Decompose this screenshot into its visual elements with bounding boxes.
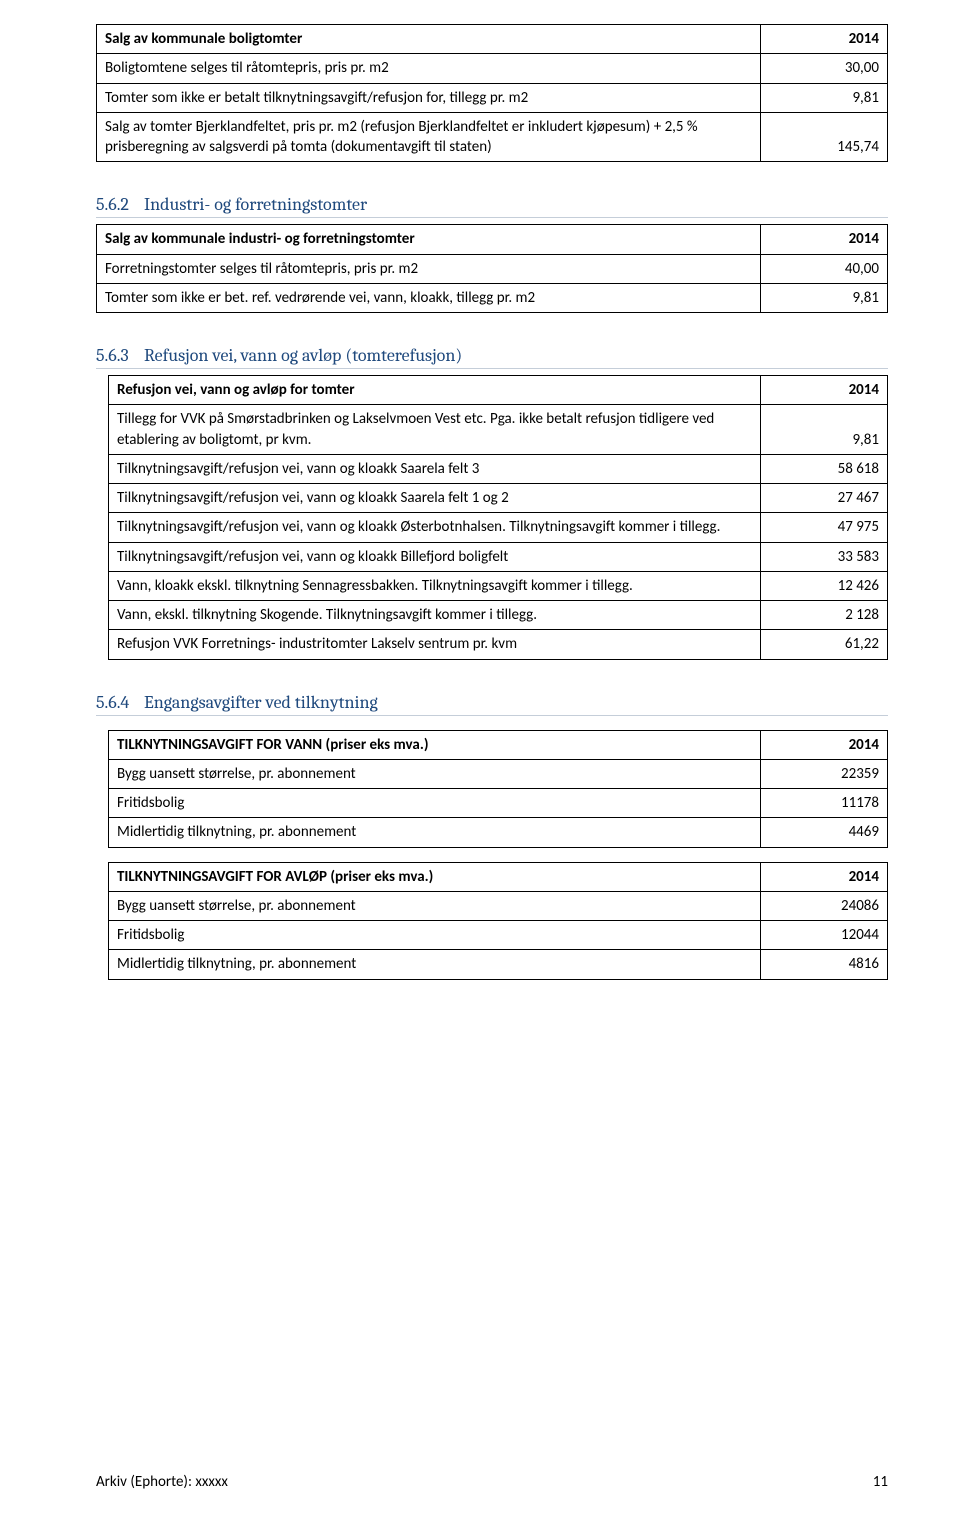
- row-label: Salg av tomter Bjerklandfeltet, pris pr.…: [97, 112, 761, 162]
- table-header-label: TILKNYTNINGSAVGIFT FOR VANN (priser eks …: [109, 730, 761, 759]
- row-label: Tomter som ikke er betalt tilknytningsav…: [97, 83, 761, 112]
- table-header-row: Salg av kommunale boligtomter 2014: [97, 25, 888, 54]
- row-label: Midlertidig tilknytning, pr. abonnement: [109, 950, 761, 979]
- table-row: Salg av tomter Bjerklandfeltet, pris pr.…: [97, 112, 888, 162]
- table-row: Forretningstomter selges til råtomtepris…: [97, 254, 888, 283]
- table-row: Tilknytningsavgift/refusjon vei, vann og…: [109, 484, 888, 513]
- row-value: 12044: [761, 921, 888, 950]
- row-value: 2 128: [761, 601, 888, 630]
- table-row: Midlertidig tilknytning, pr. abonnement …: [109, 818, 888, 847]
- row-value: 9,81: [761, 283, 888, 312]
- table-header-label: Refusjon vei, vann og avløp for tomter: [109, 376, 761, 405]
- section-title: Engangsavgifter ved tilknytning: [144, 692, 378, 713]
- table-header-value: 2014: [761, 25, 888, 54]
- row-label: Tilknytningsavgift/refusjon vei, vann og…: [109, 513, 761, 542]
- table-row: Tilknytningsavgift/refusjon vei, vann og…: [109, 454, 888, 483]
- table-header-row: TILKNYTNINGSAVGIFT FOR VANN (priser eks …: [109, 730, 888, 759]
- row-label: Vann, ekskl. tilknytning Skogende. Tilkn…: [109, 601, 761, 630]
- section-title: Refusjon vei, vann og avløp (tomterefusj…: [144, 345, 462, 366]
- row-label: Vann, kloakk ekskl. tilknytning Sennagre…: [109, 571, 761, 600]
- row-label: Boligtomtene selges til råtomtepris, pri…: [97, 54, 761, 83]
- row-value: 24086: [761, 891, 888, 920]
- section-heading-562: 5.6.2 Industri- og forretningstomter: [96, 194, 888, 218]
- row-label: Tilknytningsavgift/refusjon vei, vann og…: [109, 484, 761, 513]
- section-number: 5.6.4: [96, 692, 140, 713]
- row-value: 4469: [761, 818, 888, 847]
- table-row: Tomter som ikke er bet. ref. vedrørende …: [97, 283, 888, 312]
- row-label: Refusjon VVK Forretnings- industritomter…: [109, 630, 761, 659]
- row-value: 58 618: [761, 454, 888, 483]
- row-value: 9,81: [761, 405, 888, 455]
- table-row: Vann, ekskl. tilknytning Skogende. Tilkn…: [109, 601, 888, 630]
- spacer: [96, 722, 888, 730]
- row-label: Tomter som ikke er bet. ref. vedrørende …: [97, 283, 761, 312]
- row-label: Bygg uansett størrelse, pr. abonnement: [109, 759, 761, 788]
- row-label: Tillegg for VVK på Smørstadbrinken og La…: [109, 405, 761, 455]
- table-header-value: 2014: [761, 730, 888, 759]
- table-row: Fritidsbolig 12044: [109, 921, 888, 950]
- row-value: 47 975: [761, 513, 888, 542]
- row-value: 145,74: [761, 112, 888, 162]
- table-header-row: Refusjon vei, vann og avløp for tomter 2…: [109, 376, 888, 405]
- row-value: 11178: [761, 789, 888, 818]
- table-row: Tilknytningsavgift/refusjon vei, vann og…: [109, 542, 888, 571]
- table-row: Fritidsbolig 11178: [109, 789, 888, 818]
- row-value: 22359: [761, 759, 888, 788]
- table-header-value: 2014: [761, 225, 888, 254]
- page-footer: Arkiv (Ephorte): xxxxx 11: [96, 1473, 888, 1491]
- table-header-label: Salg av kommunale industri- og forretnin…: [97, 225, 761, 254]
- table-row: Tillegg for VVK på Smørstadbrinken og La…: [109, 405, 888, 455]
- table-row: Bygg uansett størrelse, pr. abonnement 2…: [109, 891, 888, 920]
- row-value: 40,00: [761, 254, 888, 283]
- section-heading-563: 5.6.3 Refusjon vei, vann og avløp (tomte…: [96, 345, 888, 369]
- page: Salg av kommunale boligtomter 2014 Bolig…: [0, 0, 960, 1519]
- table-refusjon: Refusjon vei, vann og avløp for tomter 2…: [108, 375, 888, 660]
- table-header-row: Salg av kommunale industri- og forretnin…: [97, 225, 888, 254]
- footer-page-number: 11: [873, 1473, 888, 1491]
- table-header-value: 2014: [761, 862, 888, 891]
- row-value: 27 467: [761, 484, 888, 513]
- row-label: Tilknytningsavgift/refusjon vei, vann og…: [109, 454, 761, 483]
- table-row: Boligtomtene selges til råtomtepris, pri…: [97, 54, 888, 83]
- table-row: Tomter som ikke er betalt tilknytningsav…: [97, 83, 888, 112]
- row-label: Fritidsbolig: [109, 921, 761, 950]
- table-row: Vann, kloakk ekskl. tilknytning Sennagre…: [109, 571, 888, 600]
- row-value: 4816: [761, 950, 888, 979]
- section-title: Industri- og forretningstomter: [144, 194, 367, 215]
- table-industri: Salg av kommunale industri- og forretnin…: [96, 224, 888, 313]
- section-number: 5.6.3: [96, 345, 140, 366]
- table-avlop: TILKNYTNINGSAVGIFT FOR AVLØP (priser eks…: [108, 862, 888, 980]
- table-header-value: 2014: [761, 376, 888, 405]
- row-value: 61,22: [761, 630, 888, 659]
- row-value: 12 426: [761, 571, 888, 600]
- row-value: 9,81: [761, 83, 888, 112]
- footer-left: Arkiv (Ephorte): xxxxx: [96, 1473, 228, 1491]
- row-value: 30,00: [761, 54, 888, 83]
- table-row: Bygg uansett størrelse, pr. abonnement 2…: [109, 759, 888, 788]
- table-header-label: TILKNYTNINGSAVGIFT FOR AVLØP (priser eks…: [109, 862, 761, 891]
- table-header-label: Salg av kommunale boligtomter: [97, 25, 761, 54]
- table-header-row: TILKNYTNINGSAVGIFT FOR AVLØP (priser eks…: [109, 862, 888, 891]
- table-row: Midlertidig tilknytning, pr. abonnement …: [109, 950, 888, 979]
- row-label: Fritidsbolig: [109, 789, 761, 818]
- row-label: Forretningstomter selges til råtomtepris…: [97, 254, 761, 283]
- section-heading-564: 5.6.4 Engangsavgifter ved tilknytning: [96, 692, 888, 716]
- table-boligtomter: Salg av kommunale boligtomter 2014 Bolig…: [96, 24, 888, 162]
- section-number: 5.6.2: [96, 194, 140, 215]
- row-label: Midlertidig tilknytning, pr. abonnement: [109, 818, 761, 847]
- row-label: Bygg uansett størrelse, pr. abonnement: [109, 891, 761, 920]
- table-vann: TILKNYTNINGSAVGIFT FOR VANN (priser eks …: [108, 730, 888, 848]
- table-row: Tilknytningsavgift/refusjon vei, vann og…: [109, 513, 888, 542]
- row-value: 33 583: [761, 542, 888, 571]
- row-label: Tilknytningsavgift/refusjon vei, vann og…: [109, 542, 761, 571]
- table-row: Refusjon VVK Forretnings- industritomter…: [109, 630, 888, 659]
